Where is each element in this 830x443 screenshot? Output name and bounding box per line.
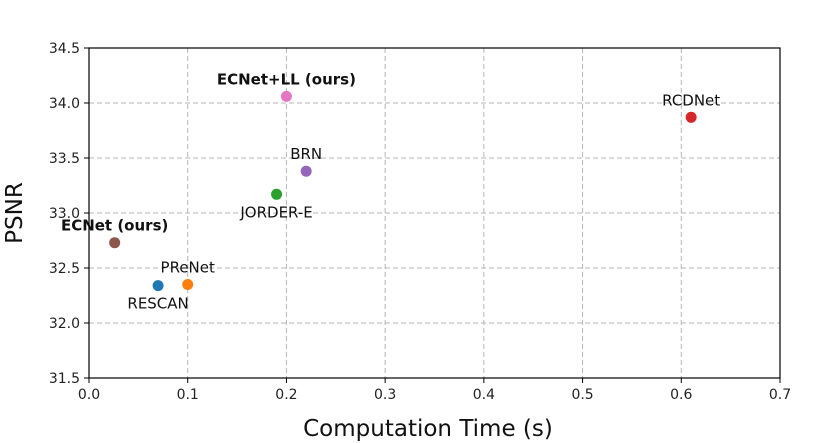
label-rcdnet: RCDNet bbox=[662, 91, 720, 109]
data-points bbox=[109, 90, 697, 292]
x-tick-label: 0.7 bbox=[769, 387, 791, 403]
x-tick-label: 0.4 bbox=[473, 387, 495, 403]
y-tick-label: 32.5 bbox=[49, 261, 80, 277]
y-tick-label: 32.0 bbox=[49, 316, 80, 332]
y-tick-label: 33.0 bbox=[49, 206, 80, 222]
x-tick-label: 0.2 bbox=[275, 387, 297, 403]
label-brn: BRN bbox=[290, 145, 322, 163]
y-tick-label: 33.5 bbox=[49, 151, 80, 167]
x-tick-label: 0.3 bbox=[374, 387, 396, 403]
point-rescan bbox=[152, 280, 164, 292]
label-jorder-e: JORDER-E bbox=[239, 203, 312, 221]
x-axis-label: Computation Time (s) bbox=[303, 416, 553, 442]
x-tick-label: 0.1 bbox=[177, 387, 199, 403]
point-rcdnet bbox=[685, 111, 697, 123]
point-ecnet-ours bbox=[109, 237, 121, 249]
point-ecnet-ll-ours bbox=[280, 90, 292, 102]
x-tick-label: 0.0 bbox=[78, 387, 100, 403]
y-tick-label: 34.5 bbox=[49, 41, 80, 57]
label-prenet: PReNet bbox=[161, 259, 215, 277]
y-tick-label: 31.5 bbox=[49, 371, 80, 387]
point-labels: RCDNet ECNet+LL (ours) BRN JORDER-E ECNet (o… bbox=[61, 70, 720, 312]
label-rescan: RESCAN bbox=[127, 295, 188, 313]
label-ecnet-ll-ours: ECNet+LL (ours) bbox=[217, 70, 356, 88]
y-tick-label: 34.0 bbox=[49, 96, 80, 112]
x-tick-label: 0.6 bbox=[670, 387, 692, 403]
point-prenet bbox=[182, 279, 194, 290]
point-brn bbox=[300, 165, 312, 177]
y-axis-label: PSNR bbox=[2, 182, 28, 244]
x-tick-label: 0.5 bbox=[571, 387, 593, 403]
axis-ticks: 0.0 0.1 0.2 0.3 0.4 0.5 0.6 0.7 31.5 32.0 32.5 33.0… bbox=[49, 41, 791, 403]
label-ecnet-ours: ECNet (ours) bbox=[61, 217, 168, 235]
plot-frame bbox=[88, 47, 781, 379]
point-jorder-e bbox=[271, 188, 283, 200]
